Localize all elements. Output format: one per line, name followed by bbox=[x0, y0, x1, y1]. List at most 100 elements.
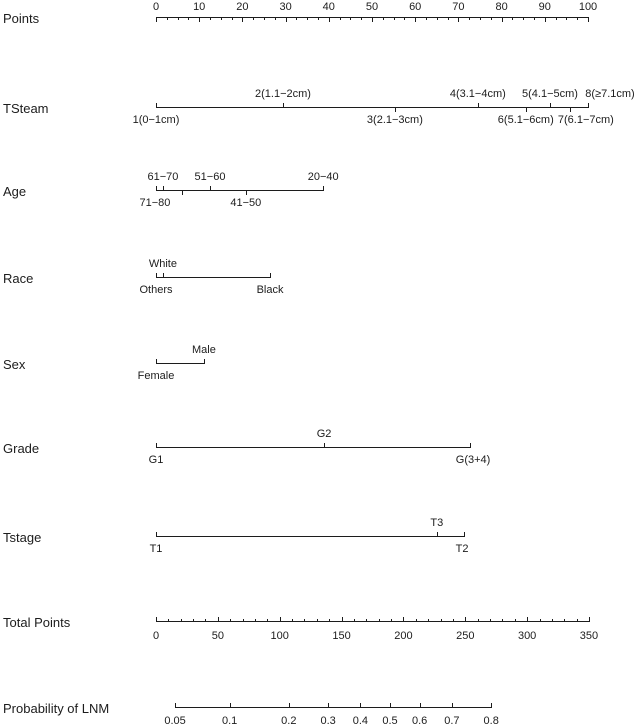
tick-label-350: 350 bbox=[579, 630, 599, 642]
tick bbox=[220, 17, 222, 20]
tick bbox=[264, 17, 265, 20]
row-sex-label: Sex bbox=[3, 357, 26, 372]
tick-label-30: 30 bbox=[279, 1, 292, 13]
row-tsteam-label: TSteam bbox=[3, 101, 49, 116]
tick bbox=[353, 619, 355, 622]
tick bbox=[566, 17, 568, 20]
category-label-g1: G1 bbox=[148, 454, 164, 466]
tick bbox=[285, 17, 287, 22]
tick bbox=[452, 619, 454, 622]
tick-label-100: 100 bbox=[578, 1, 598, 13]
tick bbox=[549, 103, 551, 108]
tick bbox=[162, 186, 164, 191]
row-points-label: Points bbox=[3, 11, 40, 26]
tick bbox=[307, 17, 309, 20]
row-race-label: Race bbox=[3, 271, 34, 286]
tick bbox=[514, 619, 516, 622]
axis-line bbox=[156, 447, 471, 448]
axis-line bbox=[156, 190, 324, 191]
tick bbox=[477, 103, 479, 108]
axis-line bbox=[156, 536, 465, 537]
tick bbox=[544, 17, 546, 22]
tick bbox=[199, 17, 201, 22]
tick-label-0.7: 0.7 bbox=[444, 715, 460, 726]
tick bbox=[270, 273, 272, 278]
tick bbox=[283, 103, 284, 108]
category-label-black: Black bbox=[256, 284, 284, 296]
tick bbox=[328, 703, 330, 708]
tick bbox=[166, 17, 168, 20]
tick bbox=[469, 17, 471, 20]
axis-line bbox=[156, 107, 588, 108]
axis-line bbox=[175, 707, 492, 708]
category-label-51-60: 51−60 bbox=[194, 171, 226, 183]
tick bbox=[341, 617, 343, 622]
tick bbox=[328, 17, 330, 22]
tick-label-70: 70 bbox=[452, 1, 465, 13]
tick bbox=[210, 17, 211, 20]
category-label-6-5-1-6cm: 6(5.1−6cm) bbox=[497, 114, 554, 126]
tick bbox=[193, 619, 195, 622]
tick bbox=[361, 17, 363, 20]
tick bbox=[527, 617, 529, 622]
category-label-61-70: 61−70 bbox=[147, 171, 179, 183]
tick bbox=[316, 619, 318, 622]
tick bbox=[490, 619, 492, 622]
tick-label-40: 40 bbox=[322, 1, 335, 13]
tick bbox=[415, 17, 417, 22]
tick bbox=[177, 17, 179, 20]
tick-label-250: 250 bbox=[456, 630, 475, 642]
tick bbox=[440, 619, 442, 622]
category-label-20-40: 20−40 bbox=[307, 171, 339, 183]
tick bbox=[477, 619, 479, 622]
tick bbox=[465, 617, 467, 622]
category-label-7-6-1-7cm: 7(6.1−7cm) bbox=[557, 114, 614, 126]
tick bbox=[188, 17, 190, 20]
tick bbox=[242, 17, 244, 22]
axis-line bbox=[156, 363, 204, 364]
tick bbox=[447, 17, 449, 20]
tick bbox=[296, 17, 298, 20]
tick bbox=[292, 619, 294, 622]
category-label-8-7-1cm: 8(≥7.1cm) bbox=[585, 88, 635, 100]
tick-label-150: 150 bbox=[332, 630, 351, 642]
tick bbox=[329, 619, 331, 622]
tick-label-0.2: 0.2 bbox=[281, 715, 297, 726]
tick bbox=[390, 703, 391, 708]
tick-label-50: 50 bbox=[365, 1, 379, 13]
tick bbox=[539, 619, 541, 622]
tick bbox=[253, 17, 255, 20]
tick bbox=[419, 703, 421, 708]
tick bbox=[555, 17, 557, 20]
category-label-g2: G2 bbox=[316, 428, 332, 440]
tick-label-60: 60 bbox=[409, 1, 422, 13]
tick bbox=[350, 17, 352, 20]
category-label-t2: T2 bbox=[455, 543, 469, 555]
category-label-1-0-1cm: 1(0−1cm) bbox=[132, 114, 180, 126]
tick bbox=[394, 107, 396, 112]
tick bbox=[318, 17, 319, 20]
category-label-white: White bbox=[148, 258, 177, 270]
tick bbox=[436, 17, 438, 20]
tick bbox=[205, 619, 207, 622]
tick bbox=[415, 619, 417, 622]
tick-label-80: 80 bbox=[495, 1, 508, 13]
tick bbox=[588, 17, 589, 22]
tick-label-10: 10 bbox=[193, 1, 206, 13]
tick bbox=[175, 703, 177, 708]
tick-label-0.8: 0.8 bbox=[483, 715, 499, 726]
tick bbox=[339, 17, 341, 20]
tick-label-0.5: 0.5 bbox=[382, 715, 398, 726]
tick bbox=[231, 17, 233, 20]
tick bbox=[180, 619, 182, 622]
tick-label-200: 200 bbox=[394, 630, 413, 642]
tick-label-50: 50 bbox=[211, 630, 224, 642]
tick bbox=[502, 619, 504, 622]
tick bbox=[470, 443, 472, 448]
tick bbox=[230, 619, 232, 622]
row-total-points-label: Total Points bbox=[3, 615, 71, 630]
category-label-4-3-1-4cm: 4(3.1−4cm) bbox=[449, 88, 506, 100]
tick bbox=[156, 273, 157, 278]
tick-label-0.6: 0.6 bbox=[411, 715, 428, 726]
tick bbox=[245, 190, 247, 195]
